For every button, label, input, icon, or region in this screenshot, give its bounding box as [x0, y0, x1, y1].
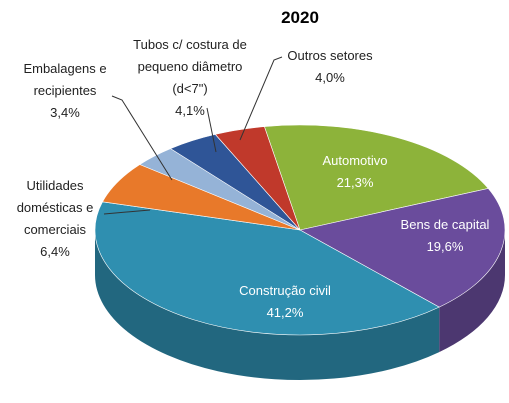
leader-line: [111, 95, 173, 181]
value-label: 21,3%: [336, 175, 374, 190]
slice-label: Construção civil 41,2%: [210, 280, 360, 324]
slice: [263, 124, 489, 231]
category-label: Bens de capital: [400, 217, 490, 232]
value-label: 6,4%: [40, 244, 70, 259]
leader-line: [239, 56, 283, 141]
slice-label: Utilidades domésticas e comerciais 6,4%: [0, 175, 110, 263]
leader-line: [206, 107, 217, 153]
category-label: Tubos c/ costura de pequeno diâmetro (d<…: [133, 37, 247, 96]
category-label: Automotivo: [322, 153, 388, 168]
slice: [94, 201, 440, 336]
value-label: 4,1%: [175, 103, 205, 118]
slice: [299, 188, 506, 308]
category-label: Embalagens e recipientes: [23, 61, 107, 98]
chart-title: 2020: [281, 8, 319, 27]
slice-side: [439, 230, 505, 353]
category-label: Outros setores: [287, 48, 373, 63]
category-label: Construção civil: [239, 283, 331, 298]
category-label: Utilidades domésticas e comerciais: [16, 178, 94, 237]
slice: [214, 126, 301, 231]
slice-label: Automotivo 21,3%: [295, 150, 415, 194]
value-label: 3,4%: [50, 105, 80, 120]
value-label: 41,2%: [266, 305, 304, 320]
leader-lines: [103, 56, 283, 215]
value-label: 19,6%: [426, 239, 464, 254]
slices: [94, 124, 506, 381]
slice-label: Tubos c/ costura de pequeno diâmetro (d<…: [128, 34, 253, 122]
leader-line: [103, 209, 151, 215]
slice-label: Bens de capital 19,6%: [380, 214, 509, 258]
slice-side: [95, 230, 440, 381]
slice-label: Embalagens e recipientes 3,4%: [10, 58, 120, 124]
value-label: 4,0%: [315, 70, 345, 85]
slice-label: Outros setores 4,0%: [275, 45, 385, 89]
